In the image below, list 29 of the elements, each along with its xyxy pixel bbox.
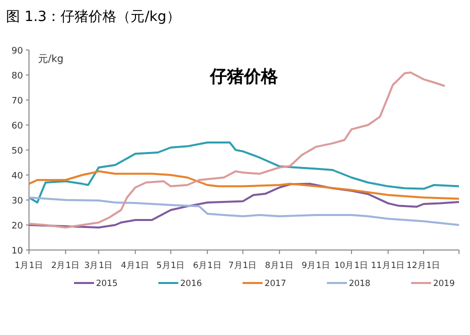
y-tick-label: 50 (12, 146, 24, 156)
x-tick-label: 5月1日 (156, 261, 186, 271)
y-tick-label: 10 (12, 246, 24, 256)
x-tick-label: 8月1日 (265, 261, 294, 271)
legend-label: 2015 (96, 279, 118, 289)
x-tick-label: 7月1日 (228, 261, 258, 271)
y-tick-label: 20 (12, 222, 24, 232)
y-tick-label: 30 (12, 196, 24, 206)
legend-label: 2016 (180, 279, 202, 289)
x-tick-label: 11月1日 (371, 261, 406, 271)
y-tick-label: 70 (12, 96, 24, 106)
legend-label: 2017 (264, 279, 286, 289)
x-tick-label: 2月1日 (51, 261, 80, 271)
legend-label: 2018 (348, 279, 370, 289)
x-tick-label: 9月1日 (302, 261, 330, 271)
legend-label: 2019 (433, 279, 455, 289)
chart-title: 图 1.3：仔猪价格（元/kg） (6, 9, 180, 25)
x-tick-label: 10月1日 (334, 261, 369, 271)
x-tick-label: 3月1日 (84, 261, 114, 271)
x-tick-label: 1月1日 (14, 261, 44, 271)
x-tick-label: 4月1日 (120, 261, 150, 271)
text: 仔猪价格 (209, 67, 279, 87)
y-tick-label: 80 (12, 72, 24, 82)
x-tick-label: 6月1日 (192, 261, 222, 271)
x-tick-label: 12月1日 (406, 261, 441, 271)
y-tick-label: 40 (12, 172, 24, 182)
y-tick-label: 90 (12, 46, 24, 56)
y-axis-title: 元/kg (38, 54, 64, 65)
y-tick-label: 60 (12, 122, 24, 132)
